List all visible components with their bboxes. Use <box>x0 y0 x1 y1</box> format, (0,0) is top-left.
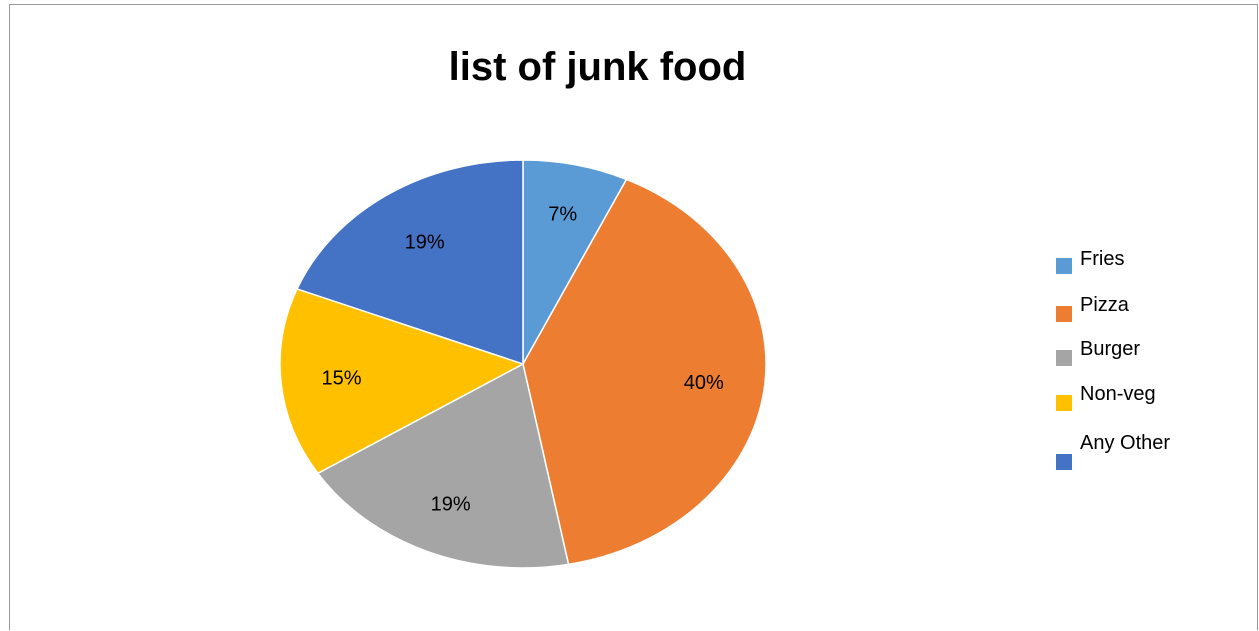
chart-title: list of junk food <box>448 45 747 89</box>
legend-label: Any Other <box>1080 432 1171 454</box>
legend-label: Pizza <box>1080 294 1129 316</box>
data-label-pizza: 40% <box>684 372 724 394</box>
legend-item-fries: Fries <box>1046 244 1236 288</box>
data-label-burger: 19% <box>431 493 471 515</box>
legend-swatch <box>1056 306 1072 322</box>
pie-slice-burger <box>316 362 570 569</box>
legend-label: Fries <box>1080 248 1125 270</box>
legend-swatch <box>1056 454 1072 470</box>
legend-label: Non-veg <box>1080 383 1156 405</box>
legend-item-burger: Burger <box>1046 332 1236 376</box>
data-label-non-veg: 15% <box>322 367 362 389</box>
data-label-fries: 7% <box>548 204 577 226</box>
pie-slice-any-other <box>296 159 524 366</box>
legend-item-pizza: Pizza <box>1046 288 1236 332</box>
legend-item-any-other: Any Other <box>1046 432 1236 476</box>
pie-slice-fries <box>522 159 628 367</box>
pie-data-labels: 7% 40% 19% 15% 19% <box>322 204 725 516</box>
legend-swatch <box>1056 395 1072 411</box>
data-label-any-other: 19% <box>405 232 445 254</box>
pie-slice-pizza <box>522 178 767 566</box>
legend-swatch <box>1056 350 1072 366</box>
legend-item-non-veg: Non-veg <box>1046 377 1236 421</box>
legend-label: Burger <box>1080 338 1141 360</box>
legend-swatch <box>1056 258 1072 274</box>
pie-slice-non-veg <box>279 287 525 475</box>
pie-slices <box>279 159 767 569</box>
